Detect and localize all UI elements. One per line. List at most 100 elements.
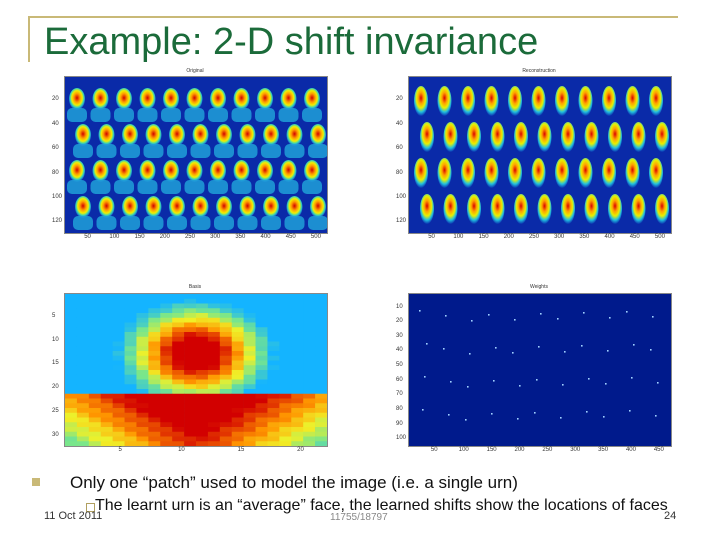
tick-label: 100	[396, 435, 407, 442]
blob	[561, 194, 575, 224]
tick-label: 80	[396, 169, 403, 176]
tick-label: 80	[52, 169, 59, 176]
face	[278, 88, 299, 122]
weight-dot	[419, 310, 421, 312]
tick-label: 450	[653, 447, 664, 453]
face	[214, 124, 234, 158]
blob	[631, 122, 646, 152]
tick-label: 120	[52, 218, 63, 225]
weight-dot	[493, 380, 495, 382]
face	[255, 160, 275, 194]
face	[190, 196, 211, 230]
blob	[437, 158, 452, 188]
tick-label: 100	[109, 234, 120, 240]
blob	[584, 122, 599, 152]
blob	[602, 158, 616, 188]
blob	[443, 194, 458, 224]
blob	[414, 86, 428, 116]
blob	[490, 122, 505, 152]
blob	[484, 158, 499, 188]
weight-dot	[443, 348, 445, 350]
face	[237, 124, 258, 158]
title-frame-top	[28, 16, 678, 18]
tick-label: 40	[396, 120, 403, 127]
weight-dot	[424, 376, 426, 378]
weight-dot	[562, 384, 564, 386]
blob	[537, 194, 552, 224]
tick-label: 400	[625, 447, 636, 453]
tick-label: 60	[396, 376, 403, 383]
weight-dot	[581, 345, 583, 347]
weight-dot	[534, 412, 536, 414]
tick-label: 500	[654, 234, 665, 240]
face	[143, 124, 164, 158]
tick-label: 20	[396, 96, 403, 103]
weights-map-svg	[409, 294, 671, 446]
weight-dot	[517, 418, 519, 420]
face	[90, 160, 111, 194]
tick-label: 50	[430, 447, 438, 453]
weight-dot	[560, 417, 562, 419]
face	[261, 196, 281, 230]
reconstruction-caption: Reconstruction	[522, 68, 556, 74]
blob	[649, 158, 663, 188]
blob	[631, 194, 646, 224]
basis-caption: Basis	[188, 284, 202, 290]
reconstruction-blobs-svg	[409, 77, 671, 233]
tick-label: 30	[52, 431, 59, 438]
face	[184, 88, 205, 122]
bullet-text: Only one “patch” used to model the image…	[70, 473, 518, 492]
tick-label: 200	[514, 447, 525, 453]
blob	[420, 122, 434, 152]
weights-dots	[419, 310, 659, 421]
tick-label: 20	[52, 96, 59, 103]
face	[120, 124, 140, 158]
original-caption: Original	[186, 68, 204, 74]
face	[161, 160, 181, 194]
weight-dot	[631, 377, 633, 379]
weight-dot	[605, 383, 607, 385]
tick-label: 20	[52, 384, 59, 390]
basis-heatmap-cells	[65, 294, 327, 446]
face	[208, 88, 228, 122]
blob	[608, 194, 622, 224]
blob	[508, 86, 522, 116]
sub-bullet-text: The learnt urn is an “average” face, the…	[95, 497, 668, 514]
tick-label: 200	[503, 234, 514, 240]
tick-label: 400	[604, 234, 615, 240]
footer-date: 11 Oct 2011	[44, 510, 103, 522]
weight-dot	[491, 413, 493, 415]
blob	[655, 194, 669, 224]
tick-label: 120	[396, 218, 407, 225]
face	[231, 88, 252, 122]
basis-heatmap-svg	[65, 294, 327, 446]
basis-image	[64, 293, 328, 447]
tick-label: 250	[184, 234, 195, 240]
tick-label: 300	[570, 447, 581, 453]
blob	[537, 122, 552, 152]
weight-dot	[650, 349, 652, 351]
blob	[484, 86, 499, 116]
tick-label: 350	[579, 234, 590, 240]
face	[137, 88, 158, 122]
tick-label: 150	[134, 234, 145, 240]
weights-image	[408, 293, 672, 447]
face	[284, 124, 305, 158]
weight-dot	[564, 351, 566, 353]
face	[161, 88, 181, 122]
tick-label: 250	[528, 234, 539, 240]
blob	[655, 122, 669, 152]
face	[184, 160, 205, 194]
face	[208, 160, 228, 194]
blob	[420, 194, 434, 224]
weight-dot	[450, 381, 452, 383]
face	[308, 196, 327, 230]
slide-title: Example: 2-D shift invariance	[44, 21, 539, 63]
weight-dot	[471, 320, 473, 322]
tick-label: 5	[52, 312, 56, 319]
original-face-grid	[67, 88, 327, 230]
weight-dot	[422, 409, 424, 411]
weight-dot	[514, 319, 516, 321]
weight-dot	[538, 346, 540, 348]
tick-label: 20	[396, 318, 403, 325]
